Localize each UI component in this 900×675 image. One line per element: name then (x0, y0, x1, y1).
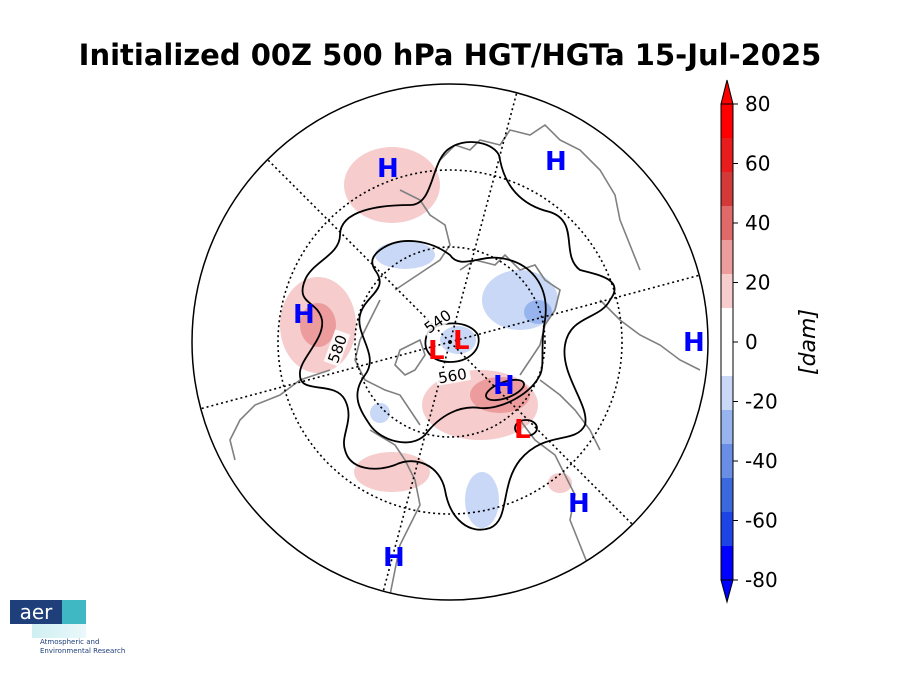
aer-logo: aer Atmospheric and Environmental Resear… (10, 600, 150, 660)
height-contours (299, 141, 616, 531)
colorbar-bottom-arrow (720, 579, 734, 604)
high-center: H (683, 328, 705, 358)
colorbar-top-arrow (720, 79, 734, 105)
contour-closed (514, 419, 538, 437)
coastline (459, 253, 561, 376)
positive-anomaly (354, 452, 430, 492)
negative-anomaly (375, 241, 435, 269)
colorbar-tick-label: -80 (745, 568, 778, 592)
colorbar-segment (721, 342, 733, 377)
colorbar-tick-label: 80 (745, 92, 770, 116)
colorbar-segment (721, 410, 733, 445)
colorbar-segment (721, 104, 733, 139)
positive-anomaly (470, 377, 530, 413)
coastline (369, 429, 421, 596)
meridian (449, 341, 637, 529)
contour-580 (299, 141, 616, 531)
meridian (449, 87, 519, 343)
low-center: L (514, 415, 531, 445)
high-center: H (293, 300, 315, 330)
coastline (539, 379, 601, 451)
colorbar-label: [dam] (796, 309, 821, 375)
contour-labels: 540 560 580 (323, 304, 472, 388)
logo-line2: Environmental Research (40, 647, 126, 655)
colorbar-ticks: 80 60 40 20 0 -20 -40 -60 -80 (733, 92, 778, 592)
colorbar-segment (721, 206, 733, 241)
colorbar-tick-label: -20 (745, 390, 778, 414)
contour-closed (485, 378, 525, 402)
colorbar-segment (721, 274, 733, 309)
pressure-centers: H H H H H H H L L L (293, 147, 705, 573)
colorbar-segments (721, 104, 733, 581)
colorbar: 80 60 40 20 0 -20 -40 -60 -80 [dam] (720, 79, 821, 604)
colorbar-tick-label: -40 (745, 449, 778, 473)
colorbar-segment (721, 172, 733, 207)
positive-anomaly (300, 303, 336, 347)
colorbar-segment (721, 478, 733, 513)
meridian (381, 341, 451, 597)
coastline (394, 189, 451, 291)
high-center: H (377, 154, 399, 184)
colorbar-tick-label: 40 (745, 211, 770, 235)
low-center: L (453, 326, 470, 356)
map-disk: 540 560 580 H H H H H H H L L L (195, 87, 705, 597)
coastline (229, 369, 331, 461)
logo-mark: aer (10, 600, 62, 624)
map-title: Initialized 00Z 500 hPa HGT/HGTa 15-Jul-… (78, 38, 822, 72)
high-center: H (493, 371, 515, 401)
colorbar-segment (721, 240, 733, 275)
coastline (394, 338, 426, 376)
low-center: L (428, 336, 445, 366)
graticule (195, 87, 705, 597)
latitude-circle (277, 169, 623, 515)
colorbar-segment (721, 308, 733, 343)
coastline (439, 123, 641, 271)
high-center: H (383, 543, 405, 573)
colorbar-segment (721, 376, 733, 411)
meridian (449, 273, 705, 343)
coastline (354, 299, 421, 426)
coastline (599, 299, 701, 371)
latitude-circle (354, 246, 546, 438)
colorbar-segment (721, 138, 733, 173)
logo-line1: Atmospheric and (40, 638, 100, 646)
contour-540 (424, 322, 480, 363)
high-center: H (568, 489, 590, 519)
contour-label: 560 (437, 365, 468, 388)
meridian (263, 155, 451, 343)
coastline (519, 419, 591, 571)
meridian (195, 341, 451, 411)
colorbar-segment (721, 444, 733, 479)
colorbar-tick-label: 60 (745, 152, 770, 176)
colorbar-tick-label: 20 (745, 271, 770, 295)
colorbar-tick-label: 0 (745, 330, 758, 354)
logo-accent (62, 600, 86, 624)
negative-anomaly (465, 472, 499, 528)
colorbar-tick-label: -60 (745, 509, 778, 533)
negative-anomaly (370, 403, 390, 423)
colorbar-segment (721, 512, 733, 547)
logo-fade (32, 624, 86, 638)
colorbar-segment (721, 546, 733, 581)
high-center: H (545, 147, 567, 177)
contour-560 (356, 240, 547, 444)
map-boundary (191, 83, 709, 601)
